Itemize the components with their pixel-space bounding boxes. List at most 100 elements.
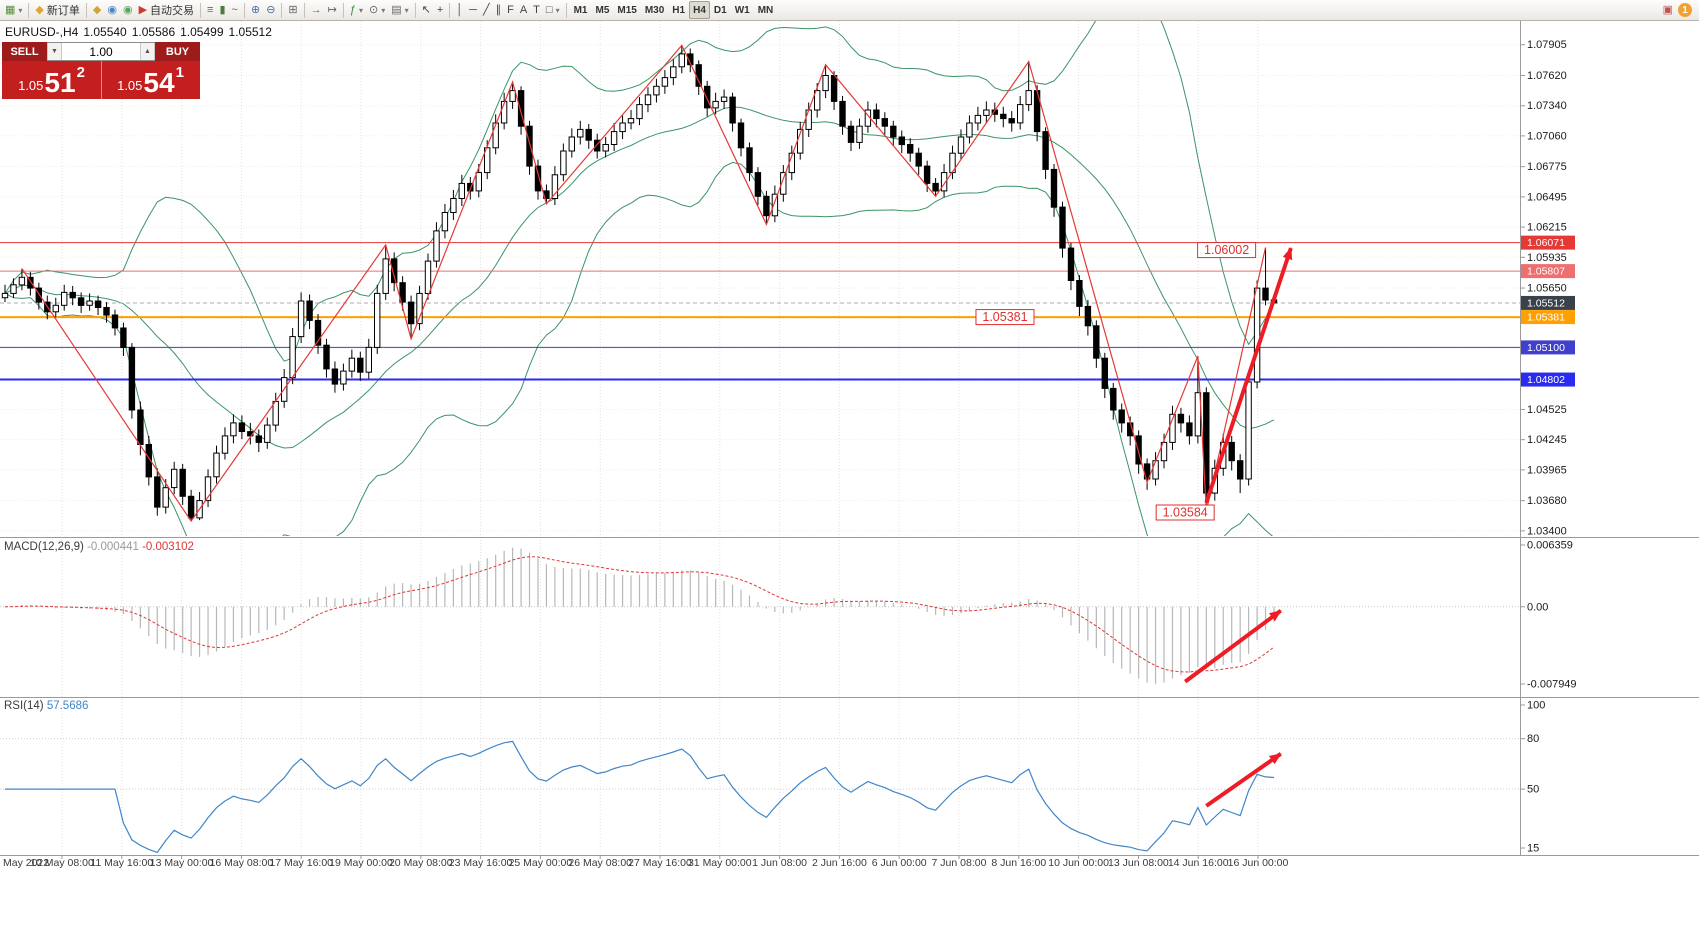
buy-button[interactable]: BUY bbox=[155, 42, 200, 61]
zoom-out-icon[interactable]: ⊖ bbox=[263, 1, 278, 19]
shapes-icon[interactable]: □ ▾ bbox=[543, 1, 563, 19]
autotrading-button[interactable]: ▶ 自动交易 bbox=[136, 1, 197, 19]
label-icon-glyph: T bbox=[533, 3, 540, 16]
zoom-out-icon-glyph: ⊖ bbox=[266, 3, 276, 16]
svg-text:1.06495: 1.06495 bbox=[1527, 191, 1567, 203]
horizontal-line-icon[interactable]: ─ bbox=[466, 1, 480, 19]
svg-text:15: 15 bbox=[1527, 843, 1539, 855]
channel-icon-glyph: ∥ bbox=[495, 3, 502, 16]
chart-shift-icon[interactable]: ↦ bbox=[325, 1, 340, 19]
svg-text:RSI(14) 57.5686: RSI(14) 57.5686 bbox=[4, 700, 88, 712]
toolbar-separator bbox=[281, 2, 283, 18]
timeframe-m5-button[interactable]: M5 bbox=[595, 4, 610, 16]
sell-price[interactable]: 1.05 51 2 bbox=[2, 61, 101, 99]
timeframe-w1-button[interactable]: W1 bbox=[734, 4, 750, 16]
toolbar-separator bbox=[200, 2, 202, 18]
trendline-icon[interactable]: ╱ bbox=[480, 1, 493, 19]
timeframe-h4-button[interactable]: H4 bbox=[689, 1, 710, 19]
text-icon[interactable]: A bbox=[517, 1, 530, 19]
candles bbox=[1, 45, 1278, 522]
dropdown-arrow-icon: ▾ bbox=[555, 5, 560, 15]
svg-text:1.05100: 1.05100 bbox=[1527, 342, 1565, 354]
one-click-header: SELL ▼ 1.00 ▲ BUY bbox=[2, 42, 200, 61]
svg-text:10 May 08:00: 10 May 08:00 bbox=[30, 857, 94, 869]
timeframe-m30-button[interactable]: M30 bbox=[644, 4, 665, 16]
dropdown-arrow-icon: ▾ bbox=[404, 5, 409, 15]
toolbar-separator bbox=[243, 2, 245, 18]
signals-icon[interactable]: ◉ bbox=[120, 1, 136, 19]
timeframe-h1-button[interactable]: H1 bbox=[672, 4, 686, 16]
crosshair-icon[interactable]: + bbox=[434, 1, 446, 19]
svg-text:23 May 16:00: 23 May 16:00 bbox=[449, 857, 513, 869]
dropdown-arrow-icon: ▾ bbox=[381, 5, 386, 15]
indicators-icon[interactable]: ƒ ▾ bbox=[347, 1, 366, 19]
chart-shift-icon-glyph: ↦ bbox=[327, 3, 337, 16]
bar-chart-icon-glyph: ≡ bbox=[207, 3, 214, 16]
tile-windows-icon-glyph: ⊞ bbox=[288, 3, 298, 16]
sell-button[interactable]: SELL bbox=[2, 42, 47, 61]
cursor-icon[interactable]: ↖ bbox=[419, 1, 434, 19]
toolbar-separator bbox=[449, 2, 451, 18]
community-icon[interactable]: ◉ bbox=[104, 1, 120, 19]
svg-text:1.05381: 1.05381 bbox=[1527, 312, 1565, 324]
new-order-button[interactable]: ◆ 新订单 bbox=[32, 1, 82, 19]
svg-text:14 Jun 16:00: 14 Jun 16:00 bbox=[1168, 857, 1229, 869]
line-chart-icon[interactable]: ~ bbox=[229, 1, 241, 19]
svg-text:1.05807: 1.05807 bbox=[1527, 266, 1565, 278]
news-icon[interactable]: ▣ bbox=[1662, 3, 1673, 16]
svg-text:1.06071: 1.06071 bbox=[1527, 237, 1565, 249]
market-icon-glyph: ◆ bbox=[92, 3, 102, 16]
toolbar-right-group: ▣ 1 bbox=[1663, 3, 1697, 17]
chart-close: 1.05512 bbox=[228, 25, 272, 39]
volume-increase-button[interactable]: ▲ bbox=[140, 43, 155, 60]
svg-text:50: 50 bbox=[1527, 784, 1539, 796]
notifications-badge[interactable]: 1 bbox=[1678, 3, 1692, 17]
timeframe-m15-button[interactable]: M15 bbox=[617, 4, 637, 16]
indicators-icon-glyph: ƒ bbox=[349, 3, 356, 16]
volume-decrease-button[interactable]: ▼ bbox=[47, 43, 62, 60]
auto-scroll-icon[interactable]: → bbox=[308, 1, 325, 19]
svg-text:1.06002: 1.06002 bbox=[1204, 243, 1249, 257]
zoom-in-icon-glyph: ⊕ bbox=[250, 3, 261, 16]
buy-price-big: 54 bbox=[143, 67, 175, 99]
svg-text:1.06215: 1.06215 bbox=[1527, 222, 1567, 234]
svg-text:20 May 08:00: 20 May 08:00 bbox=[389, 857, 453, 869]
svg-text:1.07905: 1.07905 bbox=[1527, 39, 1567, 51]
candlestick-chart-icon-glyph: ▮ bbox=[219, 3, 226, 16]
label-icon[interactable]: T bbox=[530, 1, 543, 19]
timeframe-mn-button[interactable]: MN bbox=[757, 4, 774, 16]
signals-icon-glyph: ◉ bbox=[122, 3, 133, 16]
periods-icon[interactable]: ⊙ ▾ bbox=[366, 1, 388, 19]
volume-stepper: ▼ 1.00 ▲ bbox=[47, 42, 155, 61]
buy-price-sup: 1 bbox=[175, 64, 184, 81]
timeframe-m1-button[interactable]: M1 bbox=[573, 4, 588, 16]
zoom-in-icon[interactable]: ⊕ bbox=[248, 1, 263, 19]
price-axis[interactable]: 1.07905 1.07620 1.07340 1.07060 1.06775 1.064… bbox=[1521, 39, 1577, 855]
buy-price[interactable]: 1.05 54 1 bbox=[101, 61, 200, 99]
fibonacci-icon[interactable]: F bbox=[504, 1, 517, 19]
tile-windows-icon[interactable]: ⊞ bbox=[285, 1, 300, 19]
horizontal-line-icon-glyph: ─ bbox=[469, 3, 477, 16]
panel-separators bbox=[0, 20, 1699, 856]
dropdown-arrow-icon: ▾ bbox=[18, 5, 23, 15]
svg-text:27 May 16:00: 27 May 16:00 bbox=[628, 857, 692, 869]
line-chart-icon-glyph: ~ bbox=[231, 3, 238, 16]
autotrading-button-label: 自动交易 bbox=[150, 5, 195, 17]
svg-text:17 May 16:00: 17 May 16:00 bbox=[269, 857, 333, 869]
volume-value[interactable]: 1.00 bbox=[89, 44, 113, 59]
svg-text:10 Jun 00:00: 10 Jun 00:00 bbox=[1048, 857, 1109, 869]
new-chart-button[interactable]: ▦ ▾ bbox=[2, 1, 25, 19]
timeframe-d1-button[interactable]: D1 bbox=[713, 4, 727, 16]
shapes-icon-glyph: □ bbox=[545, 3, 553, 16]
bar-chart-icon[interactable]: ≡ bbox=[204, 1, 216, 19]
channel-icon[interactable]: ∥ bbox=[493, 1, 505, 19]
vertical-line-icon[interactable]: │ bbox=[453, 1, 466, 19]
top-toolbar: ▦ ▾ ◆ 新订单 ◆ ◉ ◉ ▶ 自动交易 ≡ ▮ ~ ⊕ ⊖ ⊞ → ↦ ƒ ▾ ⊙ ▾ ▤ ▾ ↖ + │ ─ ╱ ∥ F A T □ ▾ M… bbox=[0, 0, 1699, 21]
svg-text:31 May 00:00: 31 May 00:00 bbox=[688, 857, 752, 869]
market-icon[interactable]: ◆ bbox=[90, 1, 104, 19]
periods-icon-glyph: ⊙ bbox=[368, 3, 379, 16]
templates-icon[interactable]: ▤ ▾ bbox=[388, 1, 411, 19]
candlestick-chart-icon[interactable]: ▮ bbox=[216, 1, 228, 19]
